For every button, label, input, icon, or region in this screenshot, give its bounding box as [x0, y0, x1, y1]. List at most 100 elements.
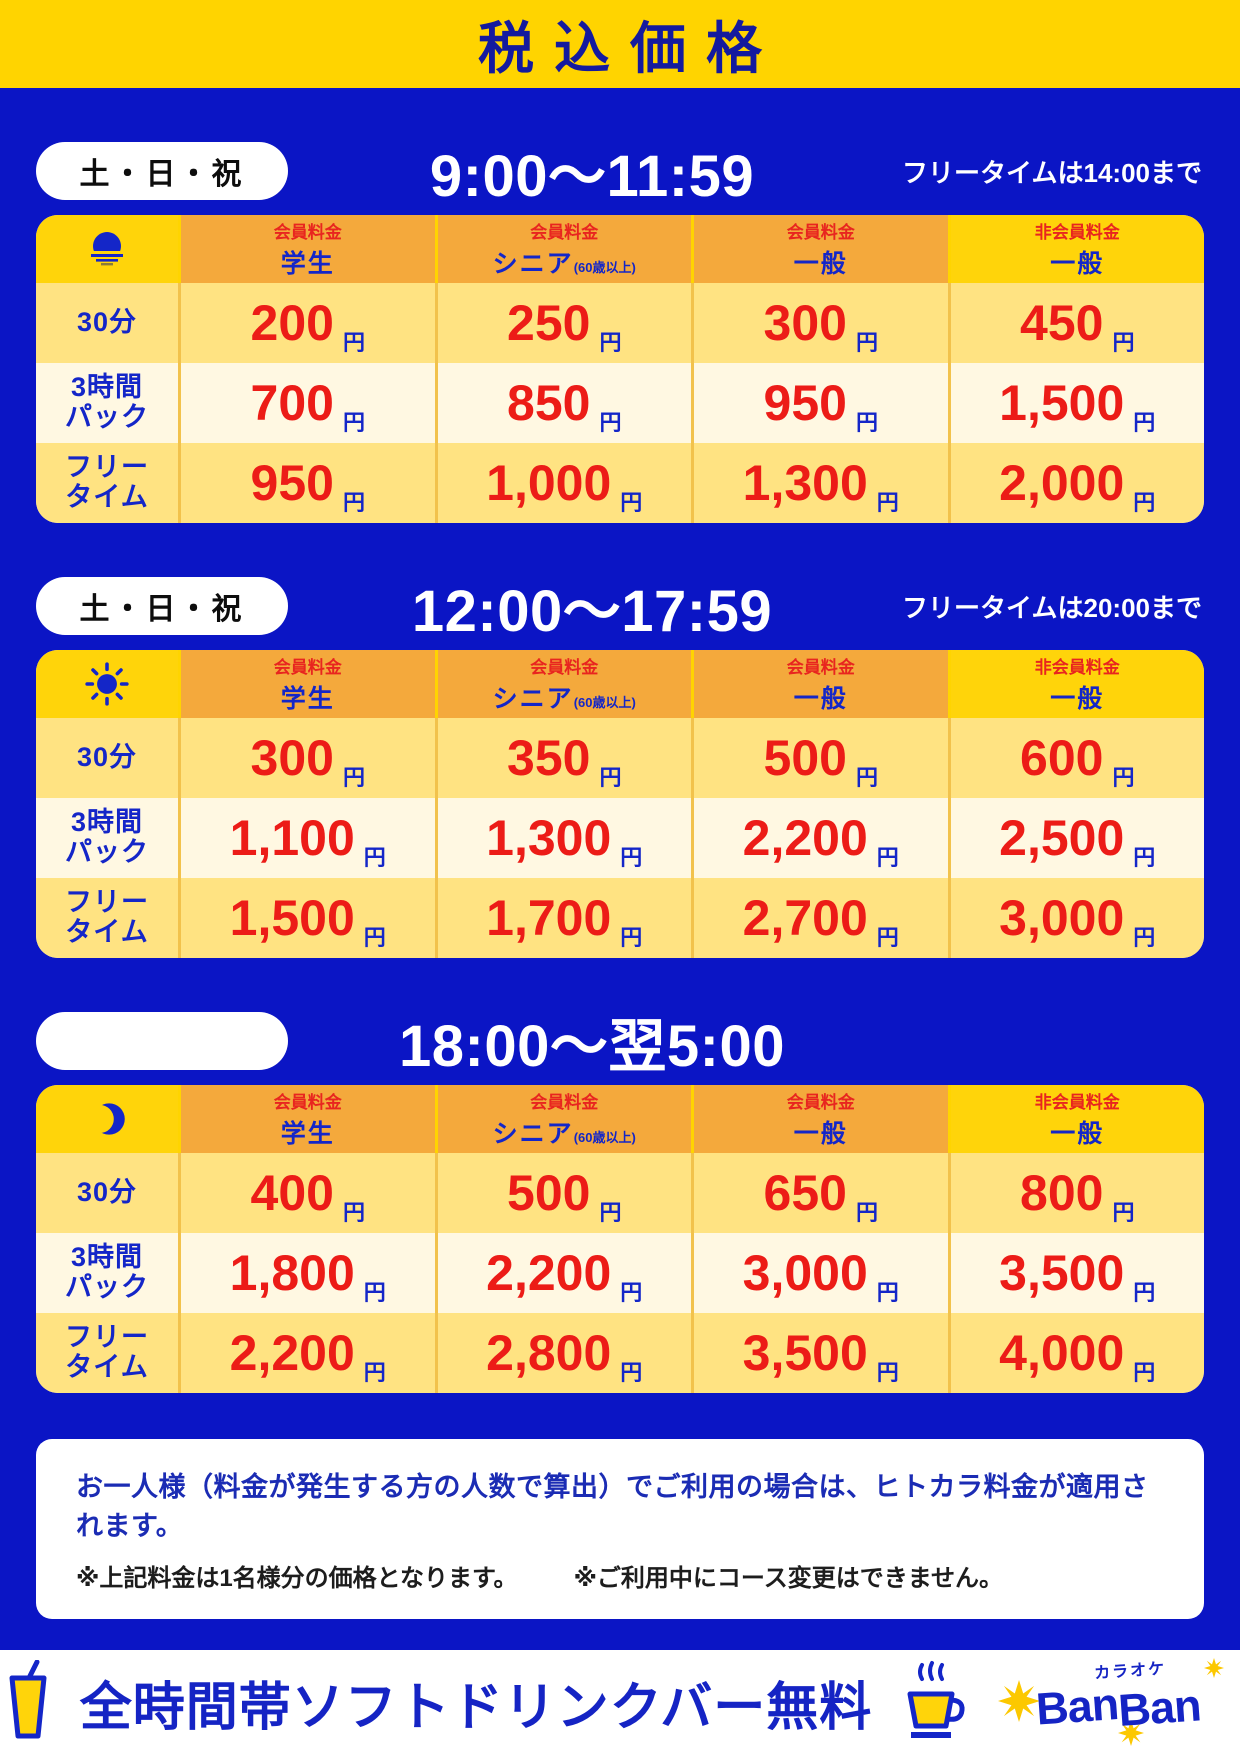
price-cell: 2,500 円: [947, 798, 1205, 878]
category-name: 一般: [793, 1120, 848, 1148]
section-header: 土・日・祝 12:00〜17:59 フリータイムは20:00まで: [36, 575, 1204, 644]
duration-label-cell: 3時間 パック: [36, 1233, 178, 1313]
currency-label: 円: [876, 925, 899, 950]
membership-type-label: 会員料金: [530, 223, 599, 242]
category-name: 学生: [280, 250, 335, 278]
category-suffix: (60歳以上): [573, 260, 636, 275]
category-name: 一般: [1050, 250, 1105, 278]
category-name: 学生: [280, 685, 335, 713]
currency-label: 円: [1112, 330, 1135, 355]
category-suffix: (60歳以上): [573, 1130, 636, 1145]
price-cell: 2,000 円: [947, 443, 1205, 523]
price-row: フリー タイム 1,500 円 1,700 円 2,700 円 3,000 円: [36, 878, 1204, 958]
price-row: フリー タイム 2,200 円 2,800 円 3,500 円 4,000 円: [36, 1313, 1204, 1393]
notice-primary-text: お一人様（料金が発生する方の人数で算出）でご利用の場合は、ヒトカラ料金が適用され…: [76, 1472, 1149, 1541]
price-section: 土・日・祝 12:00〜17:59 フリータイムは20:00まで 会員料金 学生会…: [36, 575, 1204, 958]
price-value: 1,000: [486, 455, 612, 511]
price-value: 3,000: [999, 890, 1125, 946]
membership-type-label: 非会員料金: [1034, 223, 1120, 242]
currency-label: 円: [1133, 410, 1156, 435]
duration-label-cell: フリー タイム: [36, 1313, 178, 1393]
currency-label: 円: [599, 1200, 622, 1225]
currency-label: 円: [1133, 925, 1156, 950]
currency-label: 円: [363, 1280, 386, 1305]
price-value: 3,500: [742, 1325, 868, 1381]
soft-drink-glass-icon: [2, 1660, 54, 1744]
duration-label-line: 30分: [76, 742, 138, 773]
currency-label: 円: [342, 1200, 365, 1225]
notice-secondary-text-2: ※ご利用中にコース変更はできません。: [573, 1565, 1003, 1592]
notice-secondary-text-1: ※上記料金は1名様分の価格となります。: [76, 1565, 518, 1592]
price-cell: 3,000 円: [691, 1233, 948, 1313]
day-badge-pill: 土・日・祝: [36, 142, 288, 200]
price-cell: 200 円: [178, 283, 435, 363]
category-label: 学生: [281, 1114, 335, 1150]
duration-label-cell: 30分: [36, 283, 178, 363]
price-cell: 950 円: [691, 363, 948, 443]
currency-label: 円: [1133, 1280, 1156, 1305]
price-cell: 3,000 円: [947, 878, 1205, 958]
duration-label-line: 30分: [76, 1177, 138, 1208]
duration-label-cell: 30分: [36, 718, 178, 798]
price-cell: 2,700 円: [691, 878, 948, 958]
price-row: 30分 400 円 500 円 650 円 800 円: [36, 1153, 1204, 1233]
column-header-cell: 会員料金 学生: [178, 1085, 435, 1153]
category-label: シニア(60歳以上): [493, 244, 636, 280]
price-value: 300: [763, 295, 847, 351]
price-cell: 3,500 円: [947, 1233, 1205, 1313]
column-header-cell: 非会員料金 一般: [947, 215, 1204, 283]
sections-container: 土・日・祝 9:00〜11:59 フリータイムは14:00まで 会員料金 学生 会員…: [0, 88, 1240, 1650]
time-range-title: 9:00〜11:59: [429, 144, 755, 209]
currency-label: 円: [620, 1280, 643, 1305]
price-row: 3時間 パック 700 円 850 円 950 円 1,500 円: [36, 363, 1204, 443]
price-value: 2,200: [229, 1325, 355, 1381]
title-banner: 税込価格: [0, 0, 1240, 88]
time-range-title: 18:00〜翌5:00: [399, 1014, 785, 1079]
duration-label-line: 3時間: [70, 807, 144, 838]
table-header-row: 会員料金 学生 会員料金 シニア(60歳以上) 会員料金 一般 非会員料金 一般: [36, 650, 1204, 718]
category-name: シニア: [492, 1120, 574, 1148]
price-cell: 350 円: [434, 718, 692, 798]
price-cell: 300 円: [691, 283, 948, 363]
currency-label: 円: [855, 410, 878, 435]
category-label: 学生: [281, 679, 335, 715]
price-section: 18:00〜翌5:00 会員料金 学生 会員料金 シニア(60歳以上) 会員料金 一般 非会…: [36, 1010, 1204, 1393]
star-icon: [998, 1680, 1041, 1727]
price-value: 400: [250, 1165, 334, 1221]
price-value: 200: [250, 295, 334, 351]
freetime-note: フリータイムは14:00まで: [902, 157, 1202, 188]
duration-label-line: タイム: [65, 1352, 149, 1382]
price-value: 2,000: [999, 455, 1125, 511]
duration-label-line: フリー: [65, 452, 149, 483]
category-label: 一般: [1050, 244, 1104, 280]
freetime-note: フリータイムは20:00まで: [902, 592, 1202, 623]
currency-label: 円: [876, 1280, 899, 1305]
duration-label-line: タイム: [65, 482, 149, 512]
day-badge-pill: 土・日・祝: [36, 577, 288, 635]
price-value: 4,000: [999, 1325, 1125, 1381]
price-cell: 650 円: [691, 1153, 948, 1233]
price-value: 1,100: [229, 810, 355, 866]
price-value: 500: [763, 730, 847, 786]
category-name: 一般: [1050, 1120, 1105, 1148]
duration-label-line: 3時間: [70, 1242, 144, 1273]
membership-type-label: 会員料金: [786, 223, 855, 242]
table-header-row: 会員料金 学生 会員料金 シニア(60歳以上) 会員料金 一般 非会員料金 一般: [36, 215, 1204, 283]
duration-label-cell: フリー タイム: [36, 878, 178, 958]
duration-label-line: フリー: [65, 1322, 149, 1353]
time-of-day-cell: [36, 650, 178, 718]
category-label: 学生: [281, 244, 335, 280]
membership-type-label: 会員料金: [530, 658, 599, 677]
currency-label: 円: [342, 330, 365, 355]
duration-label-line: パック: [65, 1272, 149, 1302]
page-title: 税込価格: [478, 16, 782, 80]
star-icon: [1118, 1720, 1145, 1751]
price-value: 1,700: [486, 890, 612, 946]
day-badge-pill: [36, 1012, 288, 1070]
membership-type-label: 会員料金: [273, 223, 342, 242]
price-row: 30分 200 円 250 円 300 円 450 円: [36, 283, 1204, 363]
membership-type-label: 会員料金: [786, 1093, 855, 1112]
star-icon: [1204, 1658, 1225, 1683]
price-value: 500: [507, 1165, 591, 1221]
price-value: 2,200: [486, 1245, 612, 1301]
